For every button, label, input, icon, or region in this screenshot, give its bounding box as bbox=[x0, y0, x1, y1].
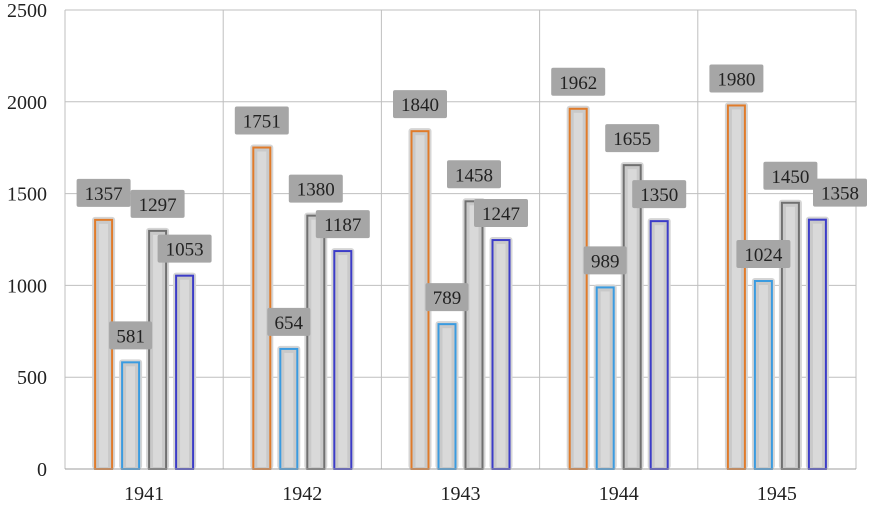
bar-highlight bbox=[627, 169, 637, 467]
data-label: 1350 bbox=[640, 185, 678, 206]
bar-highlight bbox=[338, 255, 348, 467]
x-tick-label: 1942 bbox=[282, 483, 322, 505]
y-tick-label: 2500 bbox=[7, 0, 47, 22]
data-label-box bbox=[447, 160, 501, 189]
data-label-box bbox=[393, 90, 447, 119]
bar-highlight bbox=[469, 205, 479, 467]
data-label: 1053 bbox=[166, 240, 204, 261]
data-label: 654 bbox=[275, 313, 304, 334]
data-label-box bbox=[315, 210, 370, 239]
data-label: 789 bbox=[433, 288, 462, 309]
data-label: 1751 bbox=[243, 112, 281, 133]
bar-highlight bbox=[126, 366, 136, 467]
bar-highlight bbox=[758, 284, 768, 467]
bar-highlight bbox=[785, 206, 795, 467]
x-tick-label: 1945 bbox=[757, 483, 797, 505]
data-label-box bbox=[632, 180, 687, 209]
data-label: 1297 bbox=[139, 195, 177, 216]
data-label: 1450 bbox=[771, 167, 809, 188]
data-label-box bbox=[813, 178, 867, 207]
bar-highlight bbox=[600, 291, 610, 467]
y-tick-label: 1000 bbox=[7, 275, 47, 297]
data-label-box bbox=[425, 283, 469, 312]
x-tick-label: 1941 bbox=[124, 483, 164, 505]
data-label: 1357 bbox=[85, 184, 123, 205]
bar-highlight bbox=[180, 279, 190, 467]
bar-highlight bbox=[99, 223, 109, 467]
data-label-box bbox=[583, 246, 627, 275]
y-tick-label: 0 bbox=[37, 459, 47, 481]
data-label-box bbox=[267, 307, 311, 336]
data-label-box bbox=[76, 178, 131, 207]
axes: 0 500 1000 1500 2000 2500 1941 1942 1943 1944 1945 bbox=[7, 0, 856, 505]
bar-highlight bbox=[496, 244, 506, 467]
bar-highlight bbox=[812, 223, 822, 467]
bars bbox=[92, 102, 829, 471]
bar-highlight bbox=[573, 112, 583, 468]
data-label: 1962 bbox=[559, 73, 597, 94]
x-tick-label: 1944 bbox=[599, 483, 639, 505]
y-tick-label: 500 bbox=[17, 367, 47, 389]
data-label-box bbox=[234, 106, 289, 135]
data-label-box bbox=[605, 124, 660, 153]
data-labels: 1357 581 1297 1053 1751 654 1380 1187 1840 789 145… bbox=[76, 64, 867, 350]
data-label: 1024 bbox=[744, 245, 783, 266]
data-label: 989 bbox=[591, 251, 620, 272]
y-tick-label: 1500 bbox=[7, 184, 47, 206]
data-label: 1980 bbox=[717, 69, 755, 90]
data-label: 1840 bbox=[401, 95, 439, 116]
data-label: 1247 bbox=[482, 204, 520, 225]
bar-highlight bbox=[284, 352, 294, 467]
data-label-box bbox=[551, 67, 606, 96]
bar-highlight bbox=[153, 234, 163, 467]
data-label: 1380 bbox=[297, 180, 335, 201]
data-label-box bbox=[157, 234, 212, 263]
data-label-box bbox=[736, 239, 791, 268]
x-tick-label: 1943 bbox=[441, 483, 481, 505]
bar-highlight bbox=[311, 219, 321, 467]
bar-highlight bbox=[415, 135, 425, 467]
data-label-box bbox=[109, 321, 153, 350]
data-label-box bbox=[709, 64, 764, 93]
data-label: 581 bbox=[116, 326, 145, 347]
data-label: 1358 bbox=[821, 184, 859, 205]
data-label-box bbox=[763, 161, 818, 190]
data-label-box bbox=[130, 189, 185, 218]
bar-highlight bbox=[731, 109, 741, 468]
data-label-box bbox=[474, 199, 528, 228]
grid bbox=[64, 9, 857, 470]
y-tick-label: 2000 bbox=[7, 92, 47, 114]
data-label: 1458 bbox=[455, 165, 493, 186]
bar-highlight bbox=[442, 328, 452, 467]
bar-highlight bbox=[257, 151, 267, 467]
data-label: 1187 bbox=[324, 215, 361, 236]
data-label-box bbox=[288, 174, 343, 203]
bar-highlight bbox=[654, 225, 664, 467]
data-label: 1655 bbox=[613, 129, 651, 150]
